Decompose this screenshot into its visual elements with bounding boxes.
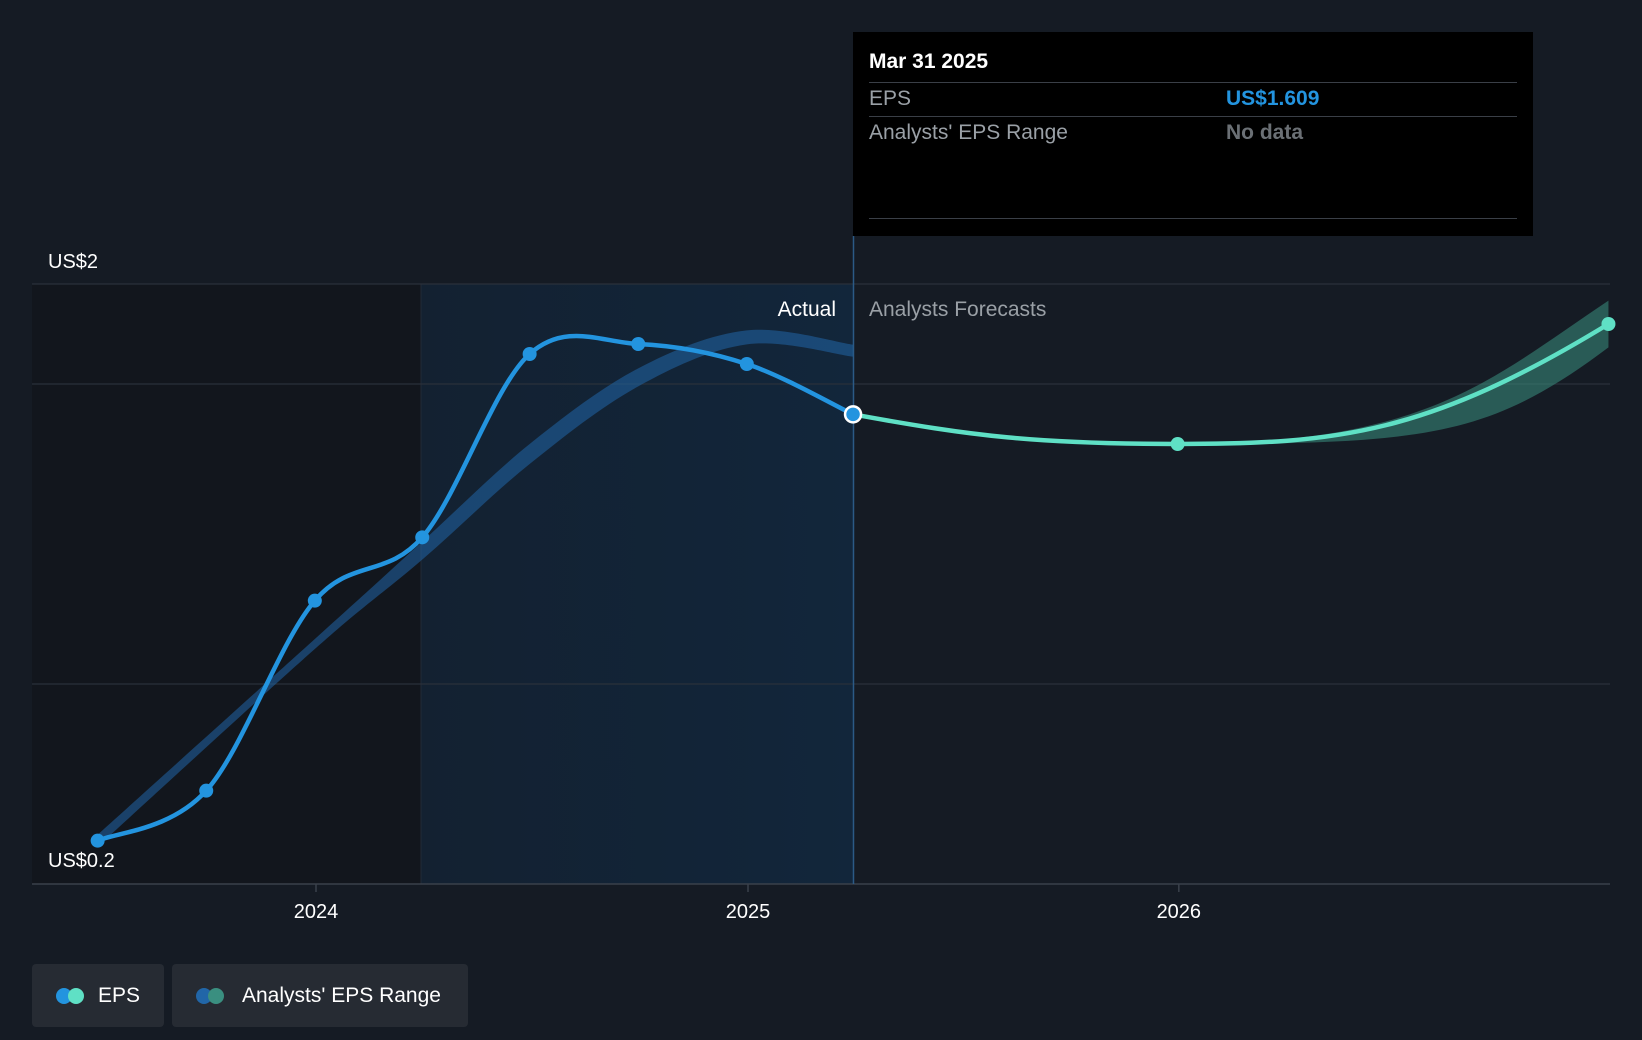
y-axis-top-label: US$2 bbox=[48, 251, 98, 273]
eps-range-forecast-band bbox=[1177, 300, 1609, 444]
legend-item-eps[interactable]: EPS bbox=[32, 964, 164, 1027]
eps-forecast-dot bbox=[68, 987, 84, 1004]
tooltip: Mar 31 2025 EPS US$1.609 Analysts' EPS R… bbox=[853, 32, 1533, 236]
tooltip-range-label: Analysts' EPS Range bbox=[869, 121, 1068, 144]
eps-actual-point bbox=[631, 337, 646, 351]
actual-section-label: Actual bbox=[778, 298, 836, 321]
legend-label: Analysts' EPS Range bbox=[242, 983, 441, 1007]
eps-actual-point bbox=[739, 357, 754, 371]
x-tick-label: 2026 bbox=[1157, 901, 1202, 923]
tooltip-divider bbox=[869, 82, 1517, 83]
eps-forecast-line bbox=[850, 321, 1611, 447]
legend-item-eps-range[interactable]: Analysts' EPS Range bbox=[172, 964, 468, 1027]
eps-actual-point bbox=[307, 593, 322, 608]
eps-legend-icon bbox=[56, 987, 84, 1004]
forecast-section-label: Analysts Forecasts bbox=[869, 298, 1046, 321]
tooltip-eps-value: US$1.609 bbox=[1226, 87, 1320, 110]
tooltip-eps-label: EPS bbox=[869, 87, 912, 110]
legend-label: EPS bbox=[97, 983, 140, 1007]
eps-actual-line bbox=[95, 333, 856, 843]
eps-highlight-point bbox=[843, 405, 863, 424]
eps-forecast-point bbox=[1170, 437, 1185, 451]
eps-actual-point bbox=[415, 530, 430, 545]
eps-actual-point bbox=[199, 783, 214, 798]
tooltip-divider bbox=[869, 116, 1517, 117]
y-axis-bottom-label: US$0.2 bbox=[48, 850, 115, 872]
tooltip-divider bbox=[869, 218, 1517, 219]
x-tick-label: 2025 bbox=[726, 901, 771, 923]
eps-forecast-point bbox=[1601, 317, 1616, 331]
tooltip-range-value: No data bbox=[1226, 121, 1304, 144]
eps-actual-point bbox=[522, 347, 537, 361]
x-tick-label: 2024 bbox=[294, 901, 339, 923]
range-forecast-dot bbox=[208, 987, 224, 1004]
eps-range-legend-icon bbox=[196, 987, 226, 1004]
eps-actual-point bbox=[90, 833, 105, 848]
past-region bbox=[32, 284, 421, 884]
tooltip-date: Mar 31 2025 bbox=[869, 50, 989, 73]
